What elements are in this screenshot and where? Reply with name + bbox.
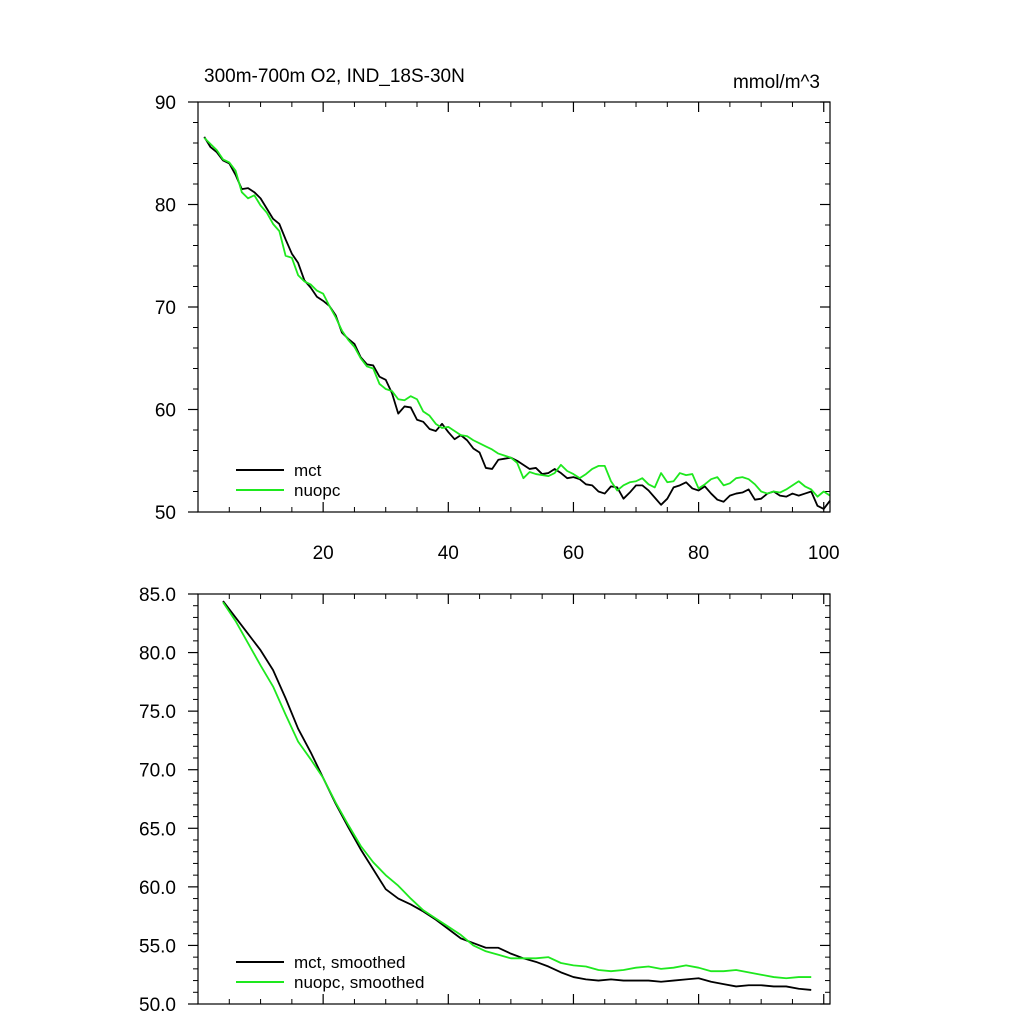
bottom-chart: 50.0 55.0 60.0 65.0 70.0 75.0 80.0 85.0 mct, sm… [139, 585, 831, 1016]
top-y-tick-label: 50 [155, 503, 176, 524]
bottom-y-tick-label: 80.0 [139, 644, 176, 665]
legend-label-mct: mct [294, 461, 322, 480]
bottom-chart-lines [222, 600, 812, 991]
legend-label-mct-smoothed: mct, smoothed [294, 953, 406, 972]
top-y-tick-label: 80 [155, 196, 176, 217]
top-x-tick-label: 100 [808, 543, 840, 564]
top-chart-lines [203, 136, 831, 510]
bottom-chart-ticks: 50.0 55.0 60.0 65.0 70.0 75.0 80.0 85.0 [139, 585, 830, 1016]
bottom-chart-legend: mct, smoothed nuopc, smoothed [236, 953, 424, 992]
bottom-y-tick-label: 75.0 [139, 702, 176, 723]
top-chart-units-label: mmol/m^3 [733, 72, 820, 93]
top-y-tick-label: 70 [155, 298, 176, 319]
top-chart-legend: mct nuopc [236, 461, 341, 500]
bottom-y-tick-label: 65.0 [139, 819, 176, 840]
top-series-line-nuopc [203, 137, 831, 498]
bottom-chart-frame [197, 593, 831, 1005]
top-chart: 300m-700m O2, IND_18S-30N mmol/m^3 20 40 6… [155, 66, 840, 564]
bottom-y-tick-label: 60.0 [139, 878, 176, 899]
top-chart-frame [197, 101, 831, 513]
top-chart-ticks: 20 40 60 80 100 50 60 70 80 90 [155, 93, 840, 564]
top-y-tick-label: 60 [155, 401, 176, 422]
top-x-tick-label: 60 [563, 543, 584, 564]
bottom-y-tick-label: 55.0 [139, 936, 176, 957]
legend-label-nuopc: nuopc [294, 481, 341, 500]
bottom-y-tick-label: 85.0 [139, 585, 176, 606]
top-x-tick-label: 80 [688, 543, 709, 564]
top-series-line-mct [203, 136, 831, 510]
top-x-tick-label: 40 [438, 543, 459, 564]
bottom-series-line-nuopc-smoothed [222, 601, 812, 980]
top-chart-title: 300m-700m O2, IND_18S-30N [204, 66, 465, 87]
bottom-y-tick-label: 70.0 [139, 761, 176, 782]
top-x-tick-label: 20 [313, 543, 334, 564]
legend-label-nuopc-smoothed: nuopc, smoothed [294, 973, 424, 992]
bottom-y-tick-label: 50.0 [139, 995, 176, 1016]
top-y-tick-label: 90 [155, 93, 176, 114]
